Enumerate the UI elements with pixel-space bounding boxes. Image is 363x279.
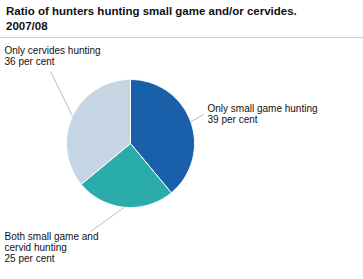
svg-text:Only cervides hunting36 per ce: Only cervides hunting36 per cent: [5, 45, 101, 67]
html-text:2007/08: 2007/08: [6, 20, 48, 32]
html-text:Ratio of hunters hunting small: Ratio of hunters hunting small game and/…: [6, 5, 297, 17]
svg-text:Only small game hunting39 per: Only small game hunting39 per cent: [208, 103, 318, 125]
svg-text:Both small game andcervid hunt: Both small game andcervid hunting25 per …: [5, 231, 99, 264]
